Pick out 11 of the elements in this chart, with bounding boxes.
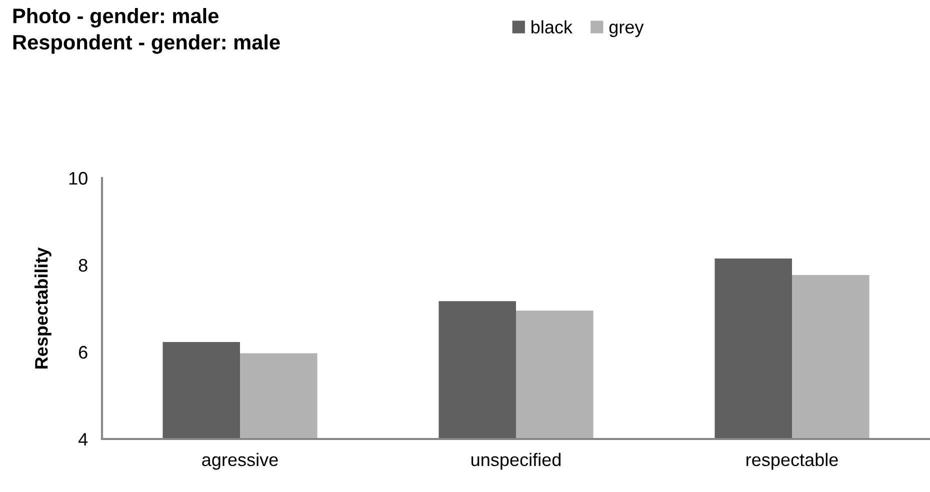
- chart-title: Photo - gender: male Respondent - gender: male: [13, 8, 280, 54]
- y-tick-label: 6: [78, 346, 88, 359]
- y-tick-label: 4: [78, 433, 88, 446]
- y-axis-title: Respectability: [34, 247, 52, 368]
- x-tick-label: respectable: [746, 452, 838, 470]
- y-tick-label: 8: [78, 258, 88, 272]
- y-tick-label: 10: [69, 172, 88, 185]
- legend-label: grey: [609, 24, 644, 38]
- x-tick-label: unspecified: [472, 452, 561, 470]
- legend-label: black: [532, 20, 573, 34]
- x-tick-label: agressive: [202, 452, 278, 470]
